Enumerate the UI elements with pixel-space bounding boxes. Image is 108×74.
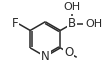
Text: B: B [68,17,76,30]
Text: N: N [41,50,50,63]
Text: OH: OH [63,2,80,12]
Text: F: F [12,17,18,30]
Text: OH: OH [85,19,103,29]
Text: O: O [64,46,73,59]
